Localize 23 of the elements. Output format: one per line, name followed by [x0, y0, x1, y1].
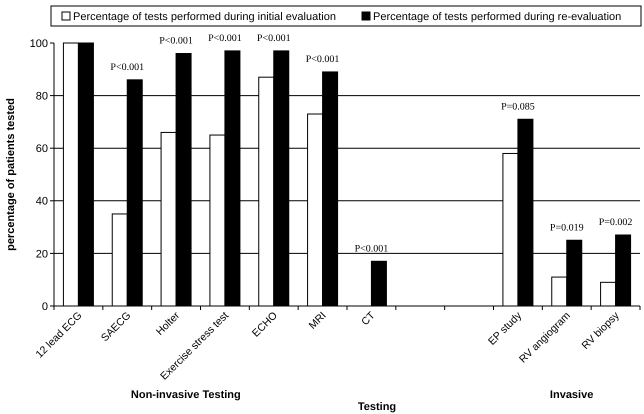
legend-label: Percentage of tests performed during initial evaluation [73, 11, 336, 23]
text: Invasive [550, 389, 594, 401]
annotation: P<0.001 [256, 32, 291, 44]
annotation: P<0.001 [110, 62, 144, 73]
legend-label: Percentage of tests performed during re-evaluation [373, 11, 622, 23]
y-tick-label: 100 [30, 38, 48, 50]
annotation: P=0.085 [501, 101, 535, 112]
annotation: P<0.001 [306, 54, 340, 65]
y-tick-label: 60 [36, 143, 48, 156]
y-axis-title: percentage of patients tested [5, 98, 17, 251]
text: Non-invasive Testing [130, 389, 241, 401]
y-tick-label: 80 [36, 90, 48, 102]
x-tick-label: MRI [306, 310, 329, 332]
annotation: P<0.001 [354, 243, 388, 254]
x-tick-label: CT [359, 309, 378, 328]
annotation: P=0.002 [598, 216, 632, 228]
y-tick-label: 20 [36, 248, 48, 260]
x-axis-title: Testing [358, 401, 396, 413]
annotation: P<0.001 [208, 32, 242, 44]
annotation: P=0.019 [550, 222, 584, 234]
y-tick-label: 0 [42, 300, 48, 313]
annotation: P<0.001 [159, 36, 193, 47]
y-tick-label: 40 [36, 196, 48, 208]
